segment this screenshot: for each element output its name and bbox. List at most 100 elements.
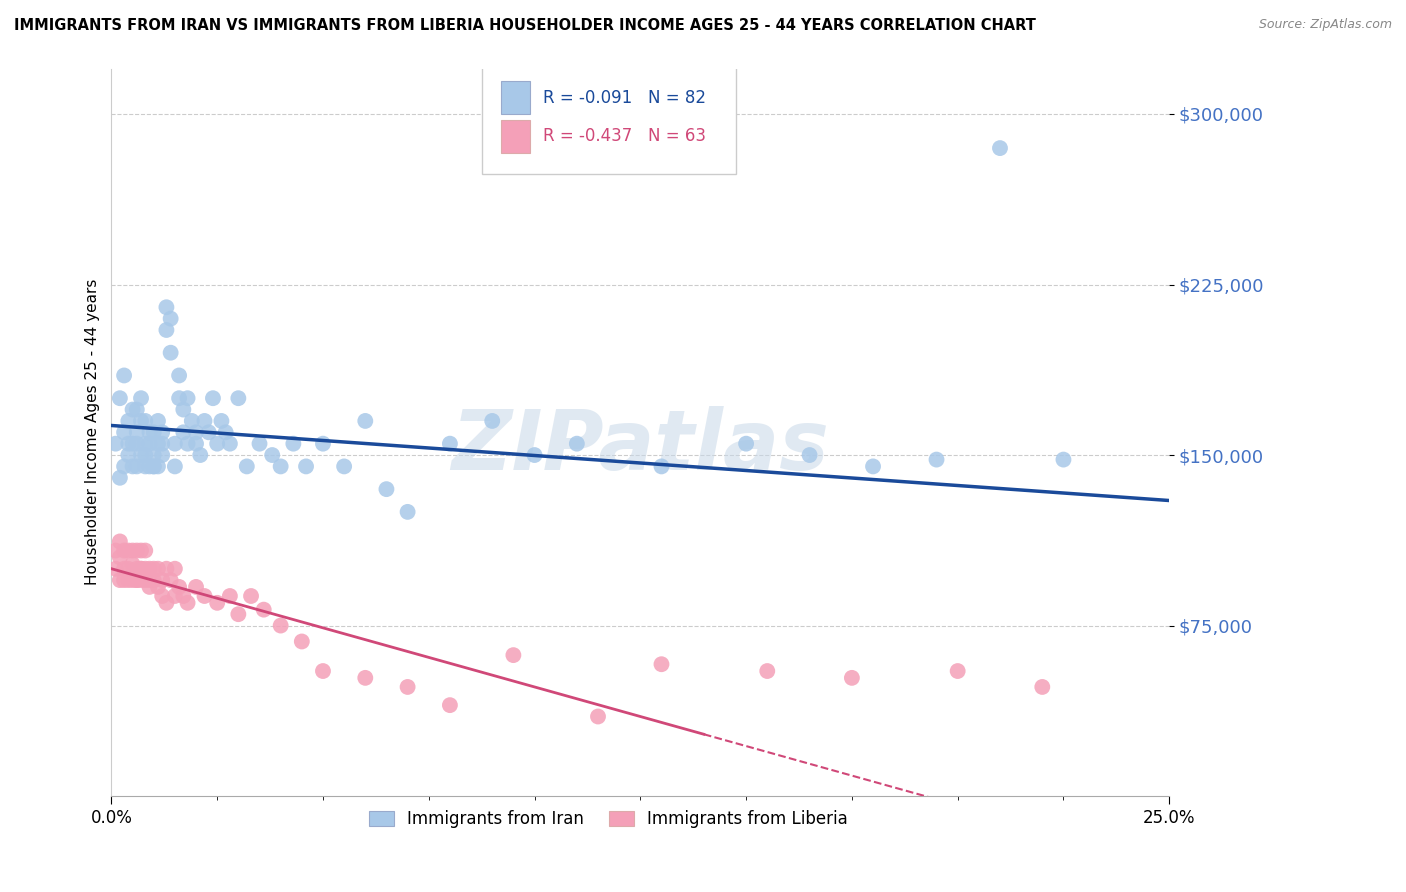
Point <box>150 589 173 603</box>
Point <box>176 391 198 405</box>
Point <box>1031 680 1053 694</box>
Point <box>283 436 305 450</box>
Point <box>270 459 292 474</box>
Point <box>125 402 148 417</box>
Point <box>150 436 173 450</box>
Point <box>121 573 143 587</box>
Point <box>193 414 215 428</box>
Point <box>236 459 259 474</box>
Point <box>312 436 335 450</box>
Point <box>146 436 169 450</box>
Point <box>108 550 131 565</box>
Point <box>167 391 190 405</box>
Point <box>134 436 156 450</box>
Point <box>129 562 152 576</box>
Point <box>375 482 398 496</box>
Point <box>650 459 672 474</box>
Point <box>134 562 156 576</box>
Point <box>134 543 156 558</box>
Point <box>112 573 135 587</box>
Point <box>134 448 156 462</box>
Point <box>799 448 821 462</box>
Point <box>176 596 198 610</box>
Point <box>146 562 169 576</box>
Point <box>112 459 135 474</box>
Point <box>117 414 139 428</box>
Point <box>125 573 148 587</box>
Point <box>172 425 194 440</box>
Text: IMMIGRANTS FROM IRAN VS IMMIGRANTS FROM LIBERIA HOUSEHOLDER INCOME AGES 25 - 44 : IMMIGRANTS FROM IRAN VS IMMIGRANTS FROM … <box>14 18 1036 33</box>
Point <box>396 680 419 694</box>
Bar <box>501 120 530 153</box>
Point <box>209 414 232 428</box>
Point <box>925 452 948 467</box>
Point <box>121 568 143 582</box>
Point <box>201 391 224 405</box>
Point <box>184 436 207 450</box>
Point <box>134 573 156 587</box>
Point <box>197 425 219 440</box>
Point <box>129 543 152 558</box>
Point <box>112 425 135 440</box>
Point <box>155 562 177 576</box>
Point <box>586 709 609 723</box>
Point <box>138 573 160 587</box>
Legend: Immigrants from Iran, Immigrants from Liberia: Immigrants from Iran, Immigrants from Li… <box>363 804 855 835</box>
Point <box>439 436 461 450</box>
Point <box>523 448 546 462</box>
Point <box>121 436 143 450</box>
Point <box>129 448 152 462</box>
Point <box>112 562 135 576</box>
Point <box>312 664 335 678</box>
FancyBboxPatch shape <box>482 65 735 174</box>
Point <box>108 573 131 587</box>
Point <box>180 414 202 428</box>
Point <box>138 425 160 440</box>
Point <box>150 425 173 440</box>
Point <box>228 391 250 405</box>
Point <box>188 448 211 462</box>
Text: R = -0.091   N = 82: R = -0.091 N = 82 <box>543 88 706 107</box>
Point <box>396 505 419 519</box>
Bar <box>501 81 530 114</box>
Text: ZIPatlas: ZIPatlas <box>451 407 830 487</box>
Point <box>262 448 284 462</box>
Point <box>735 436 758 450</box>
Point <box>129 573 152 587</box>
Point <box>176 436 198 450</box>
Y-axis label: Householder Income Ages 25 - 44 years: Householder Income Ages 25 - 44 years <box>86 279 100 585</box>
Point <box>988 141 1011 155</box>
Text: R = -0.437   N = 63: R = -0.437 N = 63 <box>543 128 706 145</box>
Point <box>146 580 169 594</box>
Point <box>112 368 135 383</box>
Point <box>125 543 148 558</box>
Point <box>354 671 377 685</box>
Point <box>167 368 190 383</box>
Point <box>219 436 242 450</box>
Point <box>108 471 131 485</box>
Point <box>142 459 165 474</box>
Point <box>121 543 143 558</box>
Point <box>756 664 779 678</box>
Point <box>142 448 165 462</box>
Point <box>946 664 969 678</box>
Point <box>205 596 228 610</box>
Point <box>862 459 884 474</box>
Point <box>650 657 672 672</box>
Point <box>121 557 143 571</box>
Point <box>249 436 271 450</box>
Point <box>228 607 250 622</box>
Point <box>129 414 152 428</box>
Point <box>155 323 177 337</box>
Point <box>125 425 148 440</box>
Point <box>219 589 242 603</box>
Point <box>240 589 263 603</box>
Point <box>163 589 186 603</box>
Point <box>214 425 236 440</box>
Point <box>121 402 143 417</box>
Point <box>150 448 173 462</box>
Point <box>270 618 292 632</box>
Point <box>108 391 131 405</box>
Point <box>142 425 165 440</box>
Point <box>142 459 165 474</box>
